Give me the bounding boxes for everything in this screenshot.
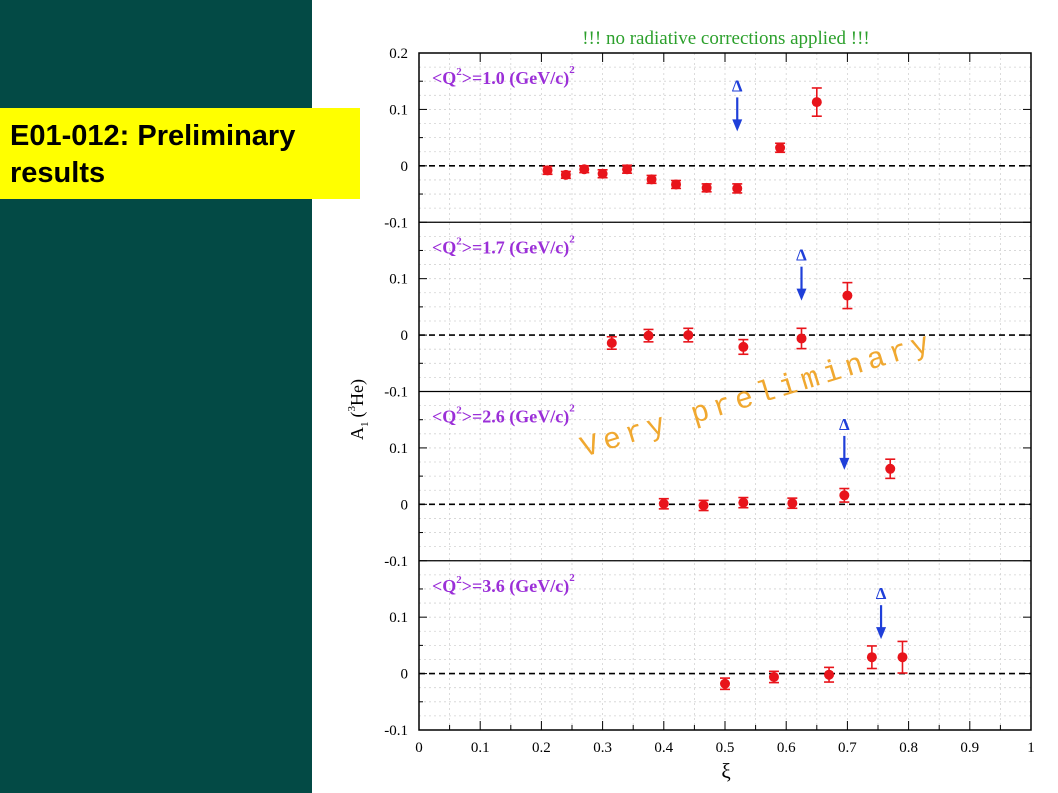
x-tick-label: 0.8 — [899, 740, 918, 756]
x-tick-label: 0.2 — [532, 740, 551, 756]
data-point — [885, 463, 896, 474]
slide-title-line-2: results — [10, 157, 106, 189]
delta-label: Δ — [732, 76, 743, 95]
data-point — [698, 500, 709, 511]
y-axis-label-main: A — [347, 427, 367, 440]
x-tick-label: 0 — [415, 740, 423, 756]
data-point — [542, 165, 553, 176]
data-point — [768, 671, 779, 682]
slide-title-box: E01-012: Preliminary results — [0, 108, 360, 199]
panel-label: <Q2>=1.7 (GeV/c)2 — [432, 233, 575, 258]
data-point — [622, 164, 633, 175]
x-tick-label: 0.7 — [838, 740, 857, 756]
data-point — [796, 333, 807, 344]
panel-4: <Q2>=3.6 (GeV/c)2Δ — [419, 572, 1031, 691]
delta-arrow-head — [796, 288, 807, 301]
y-axis-label-rest: He) — [347, 379, 368, 406]
y-tick-label: 0.1 — [389, 610, 408, 626]
panel-3: <Q2>=2.6 (GeV/c)2Δ — [419, 403, 1031, 512]
panel-label: <Q2>=1.0 (GeV/c)2 — [432, 64, 575, 89]
data-point — [606, 337, 617, 348]
y-tick-label: 0.2 — [389, 46, 408, 62]
panel-label-sup: 2 — [456, 405, 462, 417]
panels-layer: <Q2>=1.0 (GeV/c)2Δ<Q2>=1.7 (GeV/c)2Δ<Q2>… — [419, 64, 1031, 691]
x-tick-label: 0.5 — [716, 740, 735, 756]
y-tick-label: 0 — [401, 328, 409, 344]
y-tick-label: 0.1 — [389, 102, 408, 118]
panel-label-post: >=3.6 (GeV/c) — [462, 576, 569, 597]
y-tick-label: 0 — [401, 497, 409, 513]
y-tick-label: -0.1 — [384, 554, 408, 570]
panel-label-sup2: 2 — [569, 233, 575, 245]
x-tick-label: 0.1 — [471, 740, 490, 756]
chart-note: !!! no radiative corrections applied !!! — [582, 28, 870, 49]
data-point — [824, 669, 835, 680]
data-point — [775, 142, 786, 153]
panel-label-post: >=1.0 (GeV/c) — [462, 68, 569, 89]
delta-label: Δ — [839, 415, 850, 434]
y-tick-label: -0.1 — [384, 723, 408, 739]
panel-label-pre: <Q — [432, 576, 456, 596]
panel-label-sup2: 2 — [569, 64, 575, 76]
data-point — [597, 168, 608, 179]
x-tick-label: 0.9 — [960, 740, 979, 756]
delta-arrow-head — [876, 627, 887, 640]
panel-label: <Q2>=3.6 (GeV/c)2 — [432, 572, 575, 597]
data-point — [720, 678, 730, 689]
y-tick-label: 0 — [401, 159, 409, 175]
panel-label-sup2: 2 — [569, 403, 575, 415]
asymmetry-chart: <Q2>=1.0 (GeV/c)2Δ<Q2>=1.7 (GeV/c)2Δ<Q2>… — [346, 28, 1035, 783]
delta-arrow-head — [732, 119, 743, 132]
data-point — [738, 341, 749, 352]
data-point — [701, 182, 712, 193]
y-axis-label-sup: 3 — [346, 406, 358, 412]
data-point — [683, 330, 694, 341]
ticks-layer: 0.2 0.1 0 -0.1 0.1 0 -0.1 0.1 0 -0.1 0.1 0 -0.1 0 0.1 0… — [384, 46, 1035, 756]
data-point — [560, 169, 571, 180]
data-point — [897, 652, 908, 663]
x-tick-label: 0.6 — [777, 740, 796, 756]
y-axis-label-sub: 1 — [359, 422, 371, 428]
watermark-text: Very preliminary — [577, 326, 939, 466]
y-tick-label: -0.1 — [384, 215, 408, 231]
x-tick-label: 0.4 — [654, 740, 673, 756]
y-tick-label: 0.1 — [389, 272, 408, 288]
data-point — [811, 97, 822, 108]
data-point — [643, 330, 654, 341]
delta-label: Δ — [796, 246, 807, 265]
x-axis-label: ξ — [721, 759, 730, 783]
data-point — [842, 290, 853, 301]
data-point — [671, 179, 682, 190]
y-tick-label: -0.1 — [384, 385, 408, 401]
y-axis-label-paren: ( — [347, 412, 368, 418]
panel-label-sup2: 2 — [569, 572, 575, 584]
y-tick-label: 0.1 — [389, 441, 408, 457]
x-tick-label: 0.3 — [593, 740, 612, 756]
x-tick-label: 1 — [1027, 740, 1035, 756]
data-point — [787, 498, 798, 509]
panel-label-pre: <Q — [432, 407, 456, 427]
delta-arrow-head — [839, 457, 850, 470]
panel-label-sup: 2 — [456, 235, 462, 247]
panel-label-sup: 2 — [456, 66, 462, 78]
panel-label-pre: <Q — [432, 68, 456, 88]
data-point — [866, 652, 877, 663]
panel-2: <Q2>=1.7 (GeV/c)2Δ — [419, 233, 1031, 356]
data-point — [646, 174, 657, 185]
panel-label-sup: 2 — [456, 574, 462, 586]
panel-label: <Q2>=2.6 (GeV/c)2 — [432, 403, 575, 428]
panel-1: <Q2>=1.0 (GeV/c)2Δ — [419, 64, 1031, 194]
data-point — [732, 183, 743, 194]
data-point — [658, 498, 669, 509]
data-point — [738, 497, 749, 508]
slide-title-line-1: E01-012: Preliminary — [10, 120, 296, 152]
panel-label-post: >=1.7 (GeV/c) — [462, 237, 569, 258]
y-axis-label: A1 (3He) — [346, 379, 371, 440]
y-tick-label: 0 — [401, 667, 409, 683]
panel-label-pre: <Q — [432, 237, 456, 257]
data-point — [839, 490, 850, 501]
delta-label: Δ — [876, 584, 887, 603]
data-point — [579, 164, 590, 175]
panel-label-post: >=2.6 (GeV/c) — [462, 407, 569, 428]
